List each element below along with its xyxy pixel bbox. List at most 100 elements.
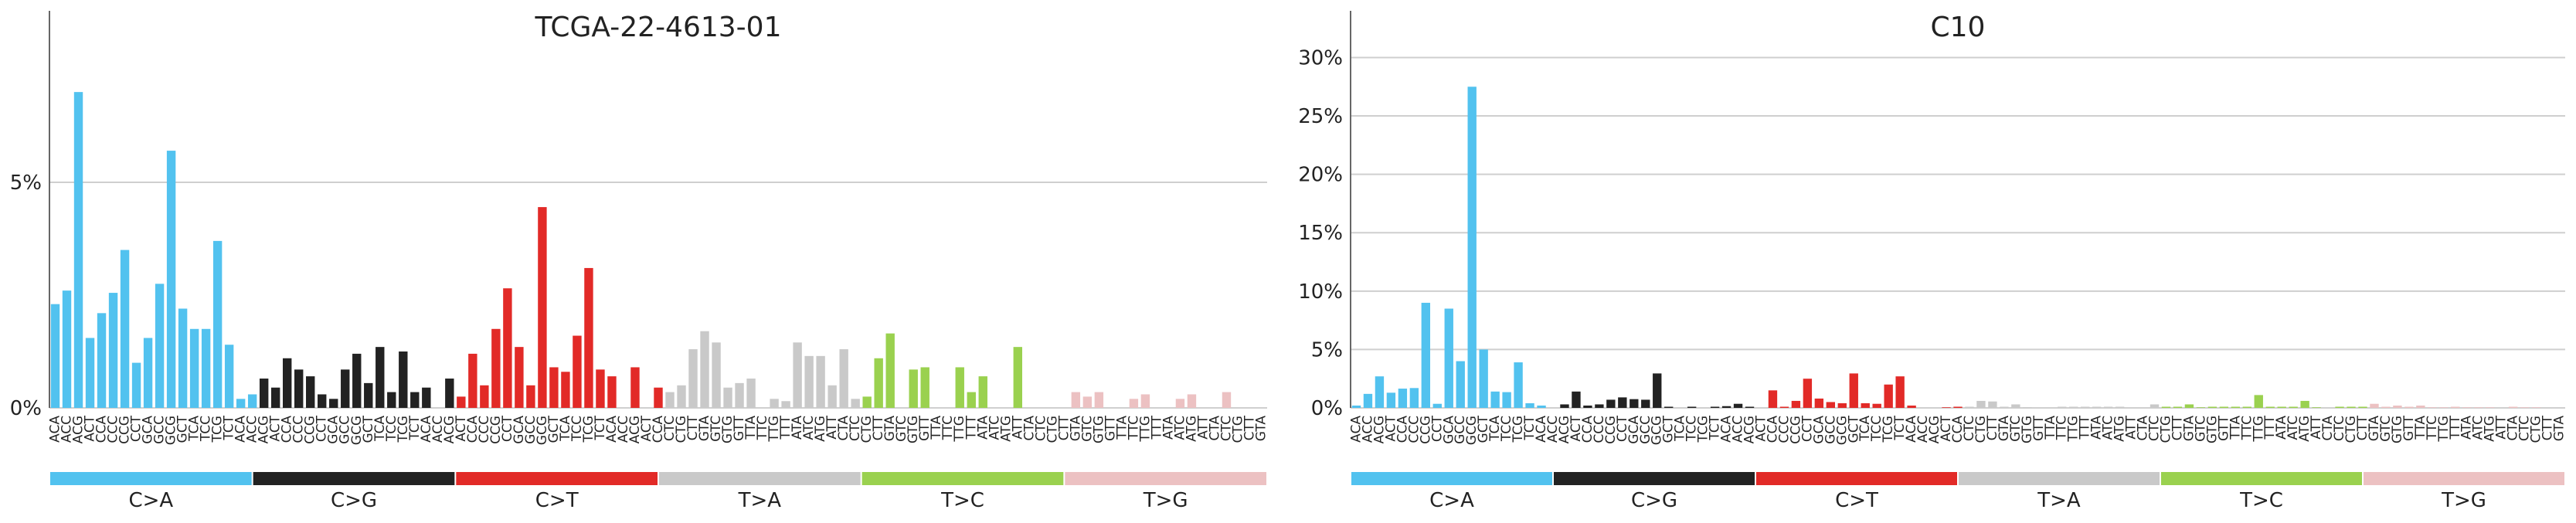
x-tick-label: TCT (407, 415, 423, 440)
mutation-type-band (2161, 472, 2362, 485)
x-tick-label: CTA (2136, 416, 2151, 441)
bar (607, 376, 617, 408)
bar (189, 328, 199, 408)
bar (457, 396, 466, 408)
x-tick-label: TTG (2251, 416, 2266, 443)
bar (399, 351, 408, 408)
x-tick-label: TCC (199, 416, 214, 442)
bar (1187, 394, 1197, 408)
x-tick-label: TCG (581, 416, 596, 443)
x-tick-label: CCG (1418, 416, 1433, 444)
x-tick-label: ATG (1184, 416, 1199, 442)
x-tick-label: TTT (2262, 415, 2278, 440)
y-tick-label: 0% (10, 397, 42, 420)
bar (1779, 406, 1789, 408)
bar (1791, 400, 1801, 408)
bar (1071, 392, 1081, 408)
bar (688, 349, 698, 408)
x-tick-label: GTT (917, 415, 933, 441)
x-tick-label: CTC (1033, 416, 1048, 441)
chart-title: TCGA-22-4613-01 (535, 12, 782, 43)
bar (2312, 407, 2321, 408)
bar (1976, 400, 1986, 408)
x-tick-label: ATC (987, 416, 1002, 440)
x-tick-label: CCG (1603, 416, 1619, 444)
x-tick-label: CTC (1218, 416, 1234, 441)
x-tick-label: CTG (1230, 416, 1246, 443)
bar (1490, 391, 1500, 408)
x-tick-label: TCG (1881, 416, 1896, 443)
bar (2000, 406, 2009, 408)
y-tick-label: 15% (1298, 222, 1343, 245)
x-tick-label: CTG (1973, 416, 1989, 443)
x-tick-label: TTG (952, 416, 967, 443)
y-tick-label: 20% (1298, 164, 1343, 187)
x-tick-label: GTG (2204, 416, 2220, 443)
x-tick-label: ATG (998, 416, 1014, 442)
bar (259, 379, 269, 408)
x-tick-label: CTG (2158, 416, 2173, 443)
x-tick-label: TCT (222, 415, 237, 440)
bar (1884, 384, 1893, 408)
bar (2080, 406, 2090, 408)
mutation-type-label: T>A (738, 489, 782, 512)
x-tick-label: ATT (824, 415, 840, 439)
x-tick-label: GCC (1638, 416, 1653, 444)
bar (1514, 362, 1523, 408)
bar (573, 335, 582, 408)
bar (306, 376, 315, 408)
x-tick-label: CTA (1021, 416, 1037, 441)
x-tick-label: CTC (2517, 416, 2533, 441)
x-tick-label: GCG (535, 416, 550, 445)
bar (1895, 376, 1905, 408)
x-tick-label: TCA (1487, 416, 1503, 442)
x-tick-label: CCA (1580, 416, 1596, 443)
x-tick-label: CCG (1788, 416, 1803, 444)
x-tick-label: CTA (2320, 416, 2336, 441)
bar (1953, 406, 1963, 408)
bar (2196, 407, 2206, 408)
x-tick-label: CCA (1950, 416, 1966, 443)
bar (2485, 407, 2495, 408)
bar (2149, 404, 2160, 408)
y-tick-label: 5% (10, 172, 42, 195)
x-tick-label: CCA (651, 416, 666, 443)
bar (804, 355, 814, 408)
bar (874, 358, 883, 408)
x-tick-label: CTC (662, 416, 678, 441)
bar (1872, 403, 1881, 408)
bar (1733, 403, 1743, 408)
x-tick-label: ATA (2089, 416, 2105, 440)
chart-title: C10 (1931, 12, 1986, 43)
x-tick-label: ACA (604, 416, 620, 443)
x-tick-label: CTA (1207, 416, 1222, 441)
mutation-type-label: T>G (2441, 489, 2486, 512)
bar (1837, 402, 1847, 408)
bar (1140, 394, 1150, 408)
bar (1721, 406, 1731, 408)
x-tick-label: GCT (1661, 415, 1677, 443)
x-tick-label: CTT (1985, 415, 2000, 440)
x-tick-label: CCG (488, 416, 504, 444)
x-tick-label: CCT (1615, 415, 1630, 442)
bar (1745, 406, 1755, 408)
x-tick-label: TTA (2043, 416, 2058, 440)
mutation-type-label: T>A (2037, 489, 2081, 512)
mutation-type-label: C>G (1631, 489, 1677, 512)
x-tick-label: TCA (372, 416, 388, 442)
bar (1606, 399, 1616, 408)
x-tick-label: CTG (859, 416, 875, 443)
mutation-type-label: T>C (2239, 489, 2283, 512)
x-tick-label: GCT (546, 415, 562, 443)
x-tick-label: GCT (361, 415, 376, 443)
x-tick-label: GCC (1453, 416, 1468, 444)
bar (885, 333, 895, 408)
x-tick-label: ACG (1742, 416, 1758, 443)
x-tick-label: CTT (2170, 415, 2185, 440)
y-tick-label: 5% (1311, 338, 1343, 362)
x-tick-label: GTC (709, 416, 724, 442)
x-tick-label: GTG (2020, 416, 2035, 443)
x-tick-label: ACC (1731, 416, 1746, 443)
x-tick-label: ATG (2112, 416, 2128, 442)
